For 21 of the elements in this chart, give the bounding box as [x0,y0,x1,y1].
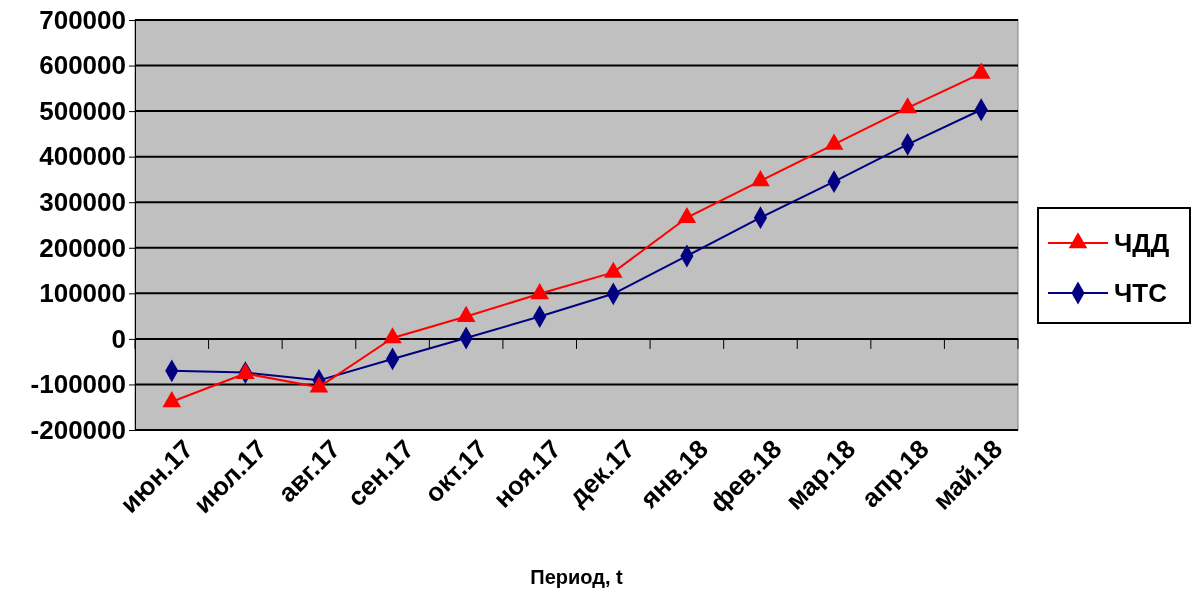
y-tick-label: 600000 [39,50,126,81]
y-tick-label: -100000 [30,369,126,400]
point [383,327,402,344]
point [824,133,844,150]
point [603,261,623,278]
legend-label: ЧДД [1114,228,1170,259]
y-tick-label: 200000 [39,232,126,263]
y-tick-label: 100000 [39,278,126,309]
y-tick-label: 500000 [39,95,126,126]
y-tick-label: 700000 [39,4,126,35]
y-tick-label: -200000 [30,414,126,445]
legend-label: ЧТС [1114,278,1168,309]
point [751,170,770,187]
point [530,283,550,300]
point [677,206,697,224]
y-tick-label: 0 [111,323,126,354]
point [971,62,991,79]
x-axis-title: Период, t [530,566,624,588]
y-tick-label: 300000 [39,187,126,218]
y-tick-label: 400000 [39,141,126,172]
point [898,97,917,114]
